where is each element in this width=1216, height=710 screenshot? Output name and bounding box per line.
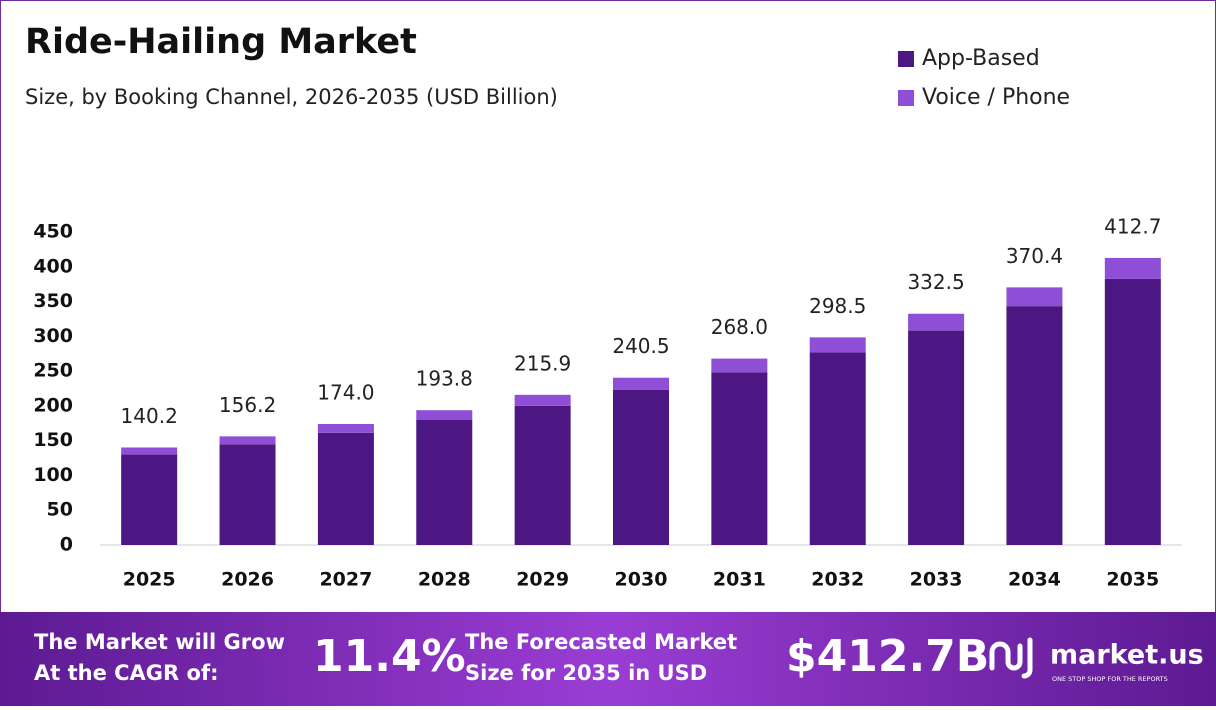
legend-swatch — [898, 90, 914, 106]
total-label: 298.5 — [809, 294, 866, 318]
total-label: 332.5 — [907, 270, 964, 294]
cagr-value: 11.4% — [313, 631, 466, 682]
bar-segment — [121, 447, 178, 455]
legend-label: App-Based — [922, 46, 1040, 71]
total-label: 193.8 — [416, 367, 473, 391]
total-label: 412.7 — [1104, 214, 1161, 238]
bar-segment — [514, 394, 571, 406]
y-tick-label: 150 — [33, 429, 73, 451]
bar-segment — [317, 432, 374, 545]
x-tick-label: 2034 — [1008, 569, 1061, 591]
forecast-text: Size for 2035 in USD — [465, 661, 707, 685]
bar-segment — [219, 436, 276, 445]
bar-segment — [1006, 287, 1063, 307]
bar-segment — [121, 454, 178, 545]
bar-segment — [514, 405, 571, 545]
x-tick-label: 2025 — [123, 569, 176, 591]
x-tick-label: 2035 — [1106, 569, 1159, 591]
cagr-text: The Market will Grow — [34, 630, 285, 654]
cagr-text: At the CAGR of: — [34, 661, 219, 685]
bar-segment — [1104, 278, 1161, 545]
bar-segment — [908, 313, 965, 331]
y-tick-label: 350 — [33, 290, 73, 312]
chart-title: Ride-Hailing Market — [25, 22, 417, 62]
bar-segment — [809, 337, 866, 353]
brand: market.us — [1050, 640, 1204, 671]
total-label: 240.5 — [612, 334, 669, 358]
legend-label: Voice / Phone — [922, 85, 1070, 110]
bar-segment — [416, 410, 473, 421]
total-label: 140.2 — [121, 404, 178, 428]
x-tick-label: 2030 — [615, 569, 668, 591]
bar-segment — [317, 423, 374, 433]
bar-segment — [1104, 257, 1161, 279]
y-tick-label: 300 — [33, 325, 73, 347]
legend-swatch — [898, 51, 914, 67]
total-label: 156.2 — [219, 393, 276, 417]
footer-band — [0, 612, 1216, 706]
bar-segment — [711, 358, 768, 373]
forecast-value: $412.7B — [786, 631, 989, 682]
bar-segment — [613, 389, 669, 545]
y-tick-label: 400 — [33, 255, 73, 277]
total-label: 174.0 — [317, 380, 374, 404]
y-tick-label: 0 — [60, 534, 73, 556]
bar-segment — [711, 372, 768, 545]
x-tick-label: 2026 — [221, 569, 274, 591]
x-tick-label: 2029 — [516, 569, 569, 591]
bar-segment — [613, 377, 669, 390]
x-tick-label: 2028 — [418, 569, 471, 591]
x-tick-label: 2032 — [811, 569, 864, 591]
bar-segment — [908, 330, 965, 545]
total-label: 370.4 — [1006, 244, 1063, 268]
tagline: ONE STOP SHOP FOR THE REPORTS — [1052, 675, 1168, 683]
y-tick-label: 250 — [33, 360, 73, 382]
logo-icon — [989, 637, 1033, 679]
y-tick-label: 200 — [33, 394, 73, 416]
bar-segment — [809, 352, 866, 545]
chart-subtitle: Size, by Booking Channel, 2026-2035 (USD… — [25, 85, 558, 109]
total-label: 215.9 — [514, 351, 571, 375]
x-tick-label: 2031 — [713, 569, 766, 591]
bar-segment — [219, 444, 276, 545]
x-tick-label: 2033 — [910, 569, 963, 591]
total-label: 268.0 — [711, 315, 768, 339]
forecast-text: The Forecasted Market — [465, 630, 737, 654]
y-tick-label: 100 — [33, 464, 73, 486]
y-tick-label: 450 — [33, 221, 73, 243]
bar-segment — [416, 420, 473, 545]
bar-segment — [1006, 306, 1063, 545]
x-tick-label: 2027 — [319, 569, 372, 591]
y-tick-label: 50 — [47, 499, 73, 521]
